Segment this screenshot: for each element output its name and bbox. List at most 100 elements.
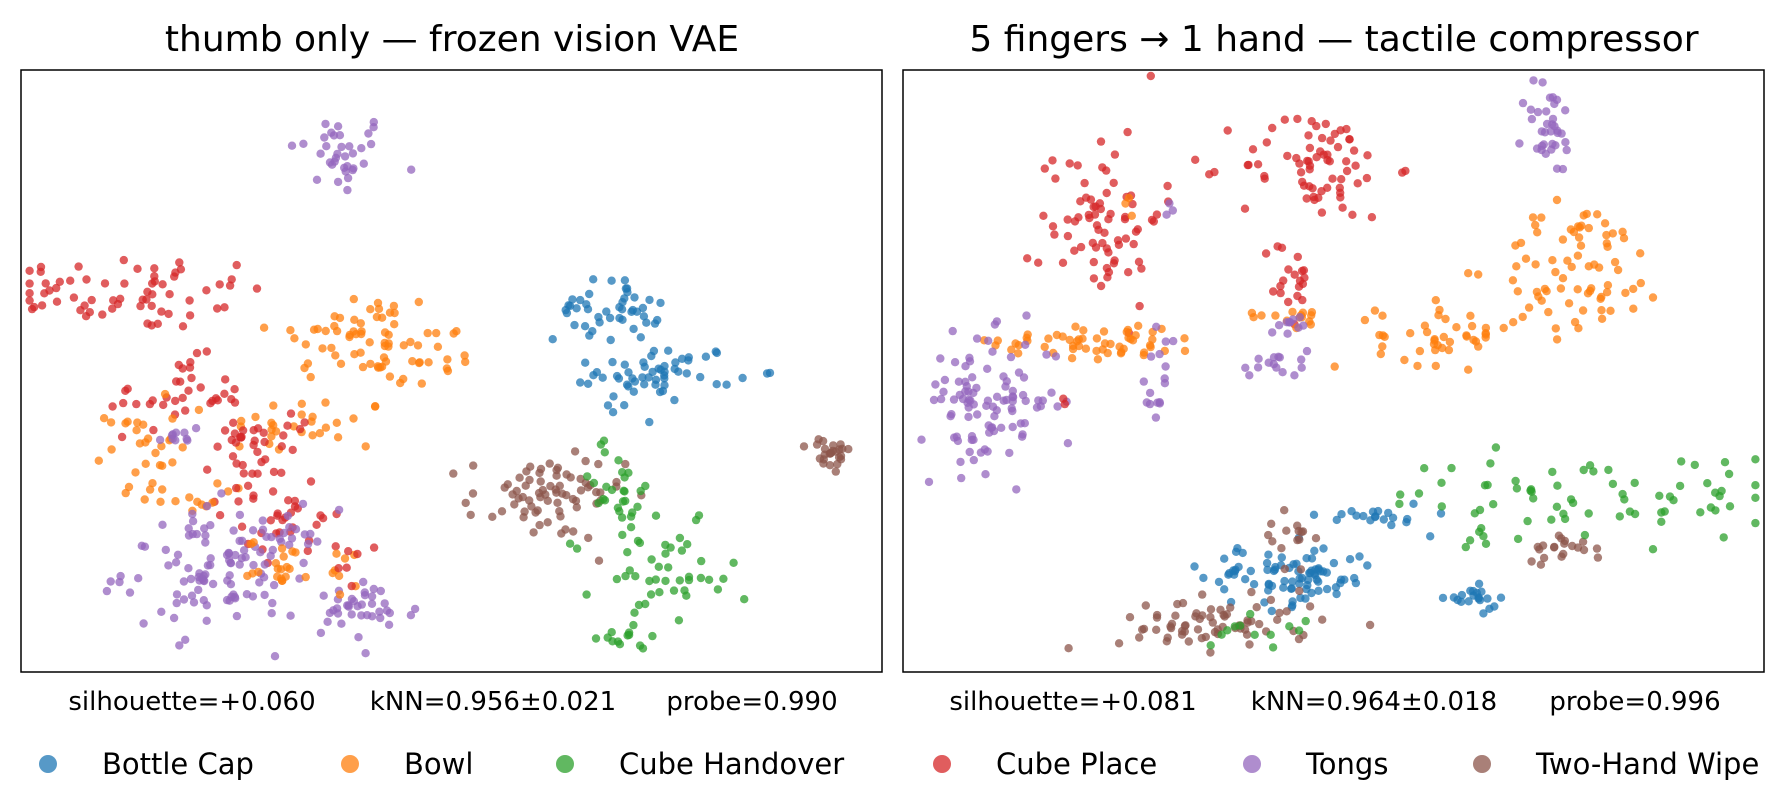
point-bottle-cap <box>630 377 640 386</box>
point-tongs <box>161 545 170 555</box>
point-cube-place <box>1106 209 1115 219</box>
point-cube-place <box>1336 193 1345 202</box>
point-bottle-cap <box>607 276 616 285</box>
point-cube-place <box>25 296 34 305</box>
point-cube-place <box>1034 258 1043 267</box>
point-tongs <box>949 395 959 404</box>
point-cube-place <box>196 383 205 392</box>
point-bowl <box>340 554 350 563</box>
point-cube-handover <box>1560 514 1570 524</box>
panel-1-knn: kNN=0.956±0.021 <box>370 687 616 717</box>
point-cube-place <box>136 301 145 311</box>
point-tongs <box>917 435 926 444</box>
point-two-hand-wipe <box>1294 634 1304 644</box>
point-tongs <box>269 580 279 590</box>
point-cube-handover <box>1657 517 1666 526</box>
point-bowl <box>390 308 399 318</box>
point-two-hand-wipe <box>835 445 844 454</box>
point-bowl <box>254 567 263 577</box>
point-bottle-cap <box>1231 547 1241 556</box>
point-cube-handover <box>1648 545 1658 554</box>
point-tongs <box>206 554 215 563</box>
point-bottle-cap <box>1229 566 1238 575</box>
point-cube-handover <box>1414 489 1424 498</box>
point-bottle-cap <box>1314 586 1323 595</box>
point-tongs <box>191 424 201 433</box>
point-bowl <box>332 549 341 558</box>
point-bowl <box>1071 322 1080 331</box>
point-cube-handover <box>619 486 628 495</box>
point-cube-handover <box>646 590 656 599</box>
point-tongs <box>1168 206 1178 215</box>
point-two-hand-wipe <box>449 469 458 478</box>
point-tongs <box>323 617 332 626</box>
point-bottle-cap <box>1355 552 1364 561</box>
point-bowl <box>1134 321 1143 330</box>
point-bowl <box>286 326 295 335</box>
point-cube-handover <box>1751 493 1760 502</box>
point-cube-place <box>1070 246 1079 255</box>
point-cube-place <box>303 546 312 556</box>
point-bowl <box>1584 223 1594 233</box>
point-bottle-cap <box>1220 554 1229 563</box>
point-two-hand-wipe <box>1536 560 1546 569</box>
point-two-hand-wipe <box>825 461 835 470</box>
point-tongs <box>1269 353 1279 362</box>
point-tongs <box>1253 363 1263 372</box>
point-bowl <box>121 419 130 428</box>
point-tongs <box>1297 363 1306 372</box>
point-two-hand-wipe <box>1135 633 1144 642</box>
point-cube-place <box>1205 170 1214 179</box>
point-tongs <box>287 141 297 150</box>
point-tongs <box>229 526 238 535</box>
panel-2-silhouette: silhouette=+0.081 <box>949 687 1196 717</box>
point-bowl <box>171 497 180 506</box>
panel-1-silhouette: silhouette=+0.060 <box>68 687 315 717</box>
point-two-hand-wipe <box>1539 553 1549 563</box>
point-tongs <box>259 573 269 582</box>
point-cube-place <box>1096 137 1106 146</box>
point-bowl <box>155 461 165 470</box>
point-tongs <box>990 320 1000 329</box>
point-bowl <box>1148 335 1157 344</box>
point-tongs <box>375 607 384 616</box>
point-tongs <box>976 448 986 457</box>
point-cube-place <box>238 460 247 470</box>
point-tongs <box>188 509 197 519</box>
point-cube-place <box>1076 242 1086 252</box>
point-tongs <box>347 610 356 619</box>
point-two-hand-wipe <box>1245 640 1254 649</box>
point-tongs <box>258 525 268 534</box>
point-bowl <box>223 487 233 496</box>
point-bowl <box>1413 361 1422 371</box>
point-bottle-cap <box>1466 586 1475 595</box>
point-cube-place <box>1149 217 1159 226</box>
point-two-hand-wipe <box>562 491 571 500</box>
point-cube-place <box>353 549 362 559</box>
point-cube-handover <box>623 548 632 557</box>
point-cube-handover <box>1511 476 1520 486</box>
point-cube-handover <box>1526 486 1535 495</box>
point-two-hand-wipe <box>594 556 604 565</box>
point-tongs <box>134 574 143 583</box>
point-cube-place <box>175 258 184 267</box>
point-cube-place <box>266 516 275 525</box>
point-bottle-cap <box>636 333 645 342</box>
point-cube-place <box>55 277 64 286</box>
point-bottle-cap <box>1496 593 1506 602</box>
point-two-hand-wipe <box>814 435 823 444</box>
point-bottle-cap <box>654 364 663 373</box>
point-bowl <box>417 379 426 388</box>
point-cube-handover <box>631 572 640 581</box>
point-tongs <box>1008 406 1017 416</box>
point-cube-place <box>253 424 263 433</box>
point-two-hand-wipe <box>500 483 509 492</box>
point-two-hand-wipe <box>572 503 581 512</box>
point-cube-place <box>172 377 181 386</box>
point-bowl <box>1452 323 1461 332</box>
point-bottle-cap <box>656 298 665 308</box>
point-two-hand-wipe <box>1311 534 1321 543</box>
point-two-hand-wipe <box>508 490 517 499</box>
point-cube-place <box>1307 117 1316 126</box>
point-bottle-cap <box>670 395 679 405</box>
